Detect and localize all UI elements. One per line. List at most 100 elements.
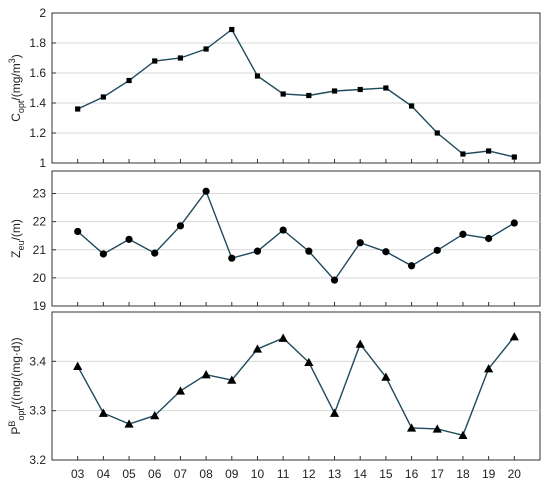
data-point — [433, 246, 441, 254]
series-line — [77, 336, 515, 437]
data-point — [152, 58, 158, 64]
plot-area — [51, 170, 541, 307]
data-point — [331, 88, 338, 94]
data-point — [383, 85, 389, 91]
data-point — [357, 86, 363, 93]
x-tick-label: 11 — [277, 467, 290, 481]
y-tick-label: 2 — [39, 6, 46, 20]
x-tick-label: 13 — [328, 467, 342, 481]
x-tick-label: 06 — [148, 467, 162, 481]
y-tick-label: 3.4 — [29, 354, 46, 368]
y-tick-label: 20 — [33, 271, 47, 285]
data-point — [484, 364, 494, 373]
data-point — [330, 276, 339, 284]
data-point — [98, 408, 108, 417]
y-tick-label: 1.8 — [29, 36, 46, 50]
data-point — [125, 235, 133, 243]
data-point — [150, 411, 160, 420]
y-tick-label: 1.2 — [29, 126, 46, 140]
y-tick-label: 23 — [33, 187, 47, 201]
x-tick-label: 14 — [354, 467, 368, 481]
x-tick-label: 18 — [456, 467, 470, 481]
y-label-part: C — [9, 113, 23, 122]
x-tick-label: 20 — [508, 467, 522, 481]
data-point — [100, 94, 106, 100]
data-point — [355, 339, 365, 348]
data-point — [485, 234, 493, 243]
data-point — [74, 227, 82, 236]
x-tick-label: 15 — [379, 467, 393, 481]
data-point — [406, 423, 417, 432]
y-label-part: ) — [9, 54, 23, 58]
data-point — [229, 26, 235, 33]
x-tick-label: 16 — [405, 467, 419, 481]
y-label-part: eu — [16, 240, 26, 250]
data-point — [434, 130, 440, 136]
y-label-part: opt — [16, 100, 26, 113]
y-axis-label: Zeu/(m) — [9, 219, 26, 258]
data-point — [202, 187, 210, 195]
data-point — [124, 419, 134, 428]
data-point — [278, 333, 288, 342]
y-label-part: P — [9, 427, 23, 435]
y-label-part: /((mg/(mg·d)) — [9, 337, 23, 408]
data-point — [151, 249, 159, 257]
data-point — [126, 77, 132, 84]
data-point — [458, 430, 468, 440]
x-tick-label: 10 — [251, 467, 265, 481]
data-point — [306, 92, 312, 99]
data-point — [228, 254, 236, 262]
data-point — [381, 372, 391, 381]
y-tick-label: 3.2 — [29, 453, 46, 467]
data-point — [510, 219, 518, 227]
data-point — [176, 222, 185, 230]
x-tick-label: 12 — [302, 467, 316, 481]
x-axis-tick-labels: 03 04 05 06 07 08 09 10 11 12 13 14 15 16 17 18 19 20 — [71, 467, 521, 481]
data-point — [253, 247, 262, 255]
data-point — [511, 154, 517, 160]
x-tick-label: 09 — [225, 467, 239, 481]
data-point — [407, 262, 416, 270]
y-tick-label: 21 — [33, 243, 47, 257]
y-label-part: opt — [16, 408, 26, 421]
y-tick-label: 19 — [33, 299, 47, 313]
x-tick-label: 07 — [174, 467, 188, 481]
plot-area — [51, 311, 541, 461]
data-point — [73, 361, 83, 370]
data-point — [459, 230, 467, 238]
x-tick-label: 03 — [71, 467, 85, 481]
y-label-part: 3 — [7, 58, 17, 63]
data-point — [279, 226, 287, 234]
y-tick-label: 1.4 — [29, 96, 46, 110]
data-point — [509, 332, 519, 341]
y-axis-label: Copt/(mg/m3) — [7, 54, 26, 122]
x-tick-label: 05 — [122, 467, 136, 481]
data-point — [304, 357, 314, 366]
y-label-part: Z — [9, 251, 23, 258]
data-point — [305, 247, 313, 255]
plot-area — [51, 12, 541, 164]
series-line — [77, 189, 515, 282]
x-tick-label: 19 — [482, 467, 496, 481]
y-label-part: /(m) — [9, 219, 23, 240]
panel-euphotic-depth: 19 20 21 22 23 Zeu/(m) — [9, 170, 541, 313]
y-axis-label: PBopt/((mg/(mg·d)) — [7, 337, 26, 434]
y-tick-label: 22 — [33, 215, 47, 229]
data-point — [329, 408, 340, 417]
y-tick-label: 1.6 — [29, 66, 46, 80]
data-point — [486, 148, 492, 154]
data-point — [252, 344, 263, 353]
data-point — [177, 55, 184, 61]
data-point — [382, 248, 390, 256]
series-line — [77, 28, 515, 158]
data-point — [408, 103, 415, 109]
data-point — [460, 151, 466, 157]
data-point — [175, 386, 186, 395]
data-point — [227, 375, 237, 384]
x-tick-label: 17 — [431, 467, 445, 481]
data-point — [280, 91, 286, 97]
y-label-part: /(mg/m — [9, 63, 23, 100]
x-tick-label: 08 — [199, 467, 213, 481]
data-point — [75, 106, 81, 112]
